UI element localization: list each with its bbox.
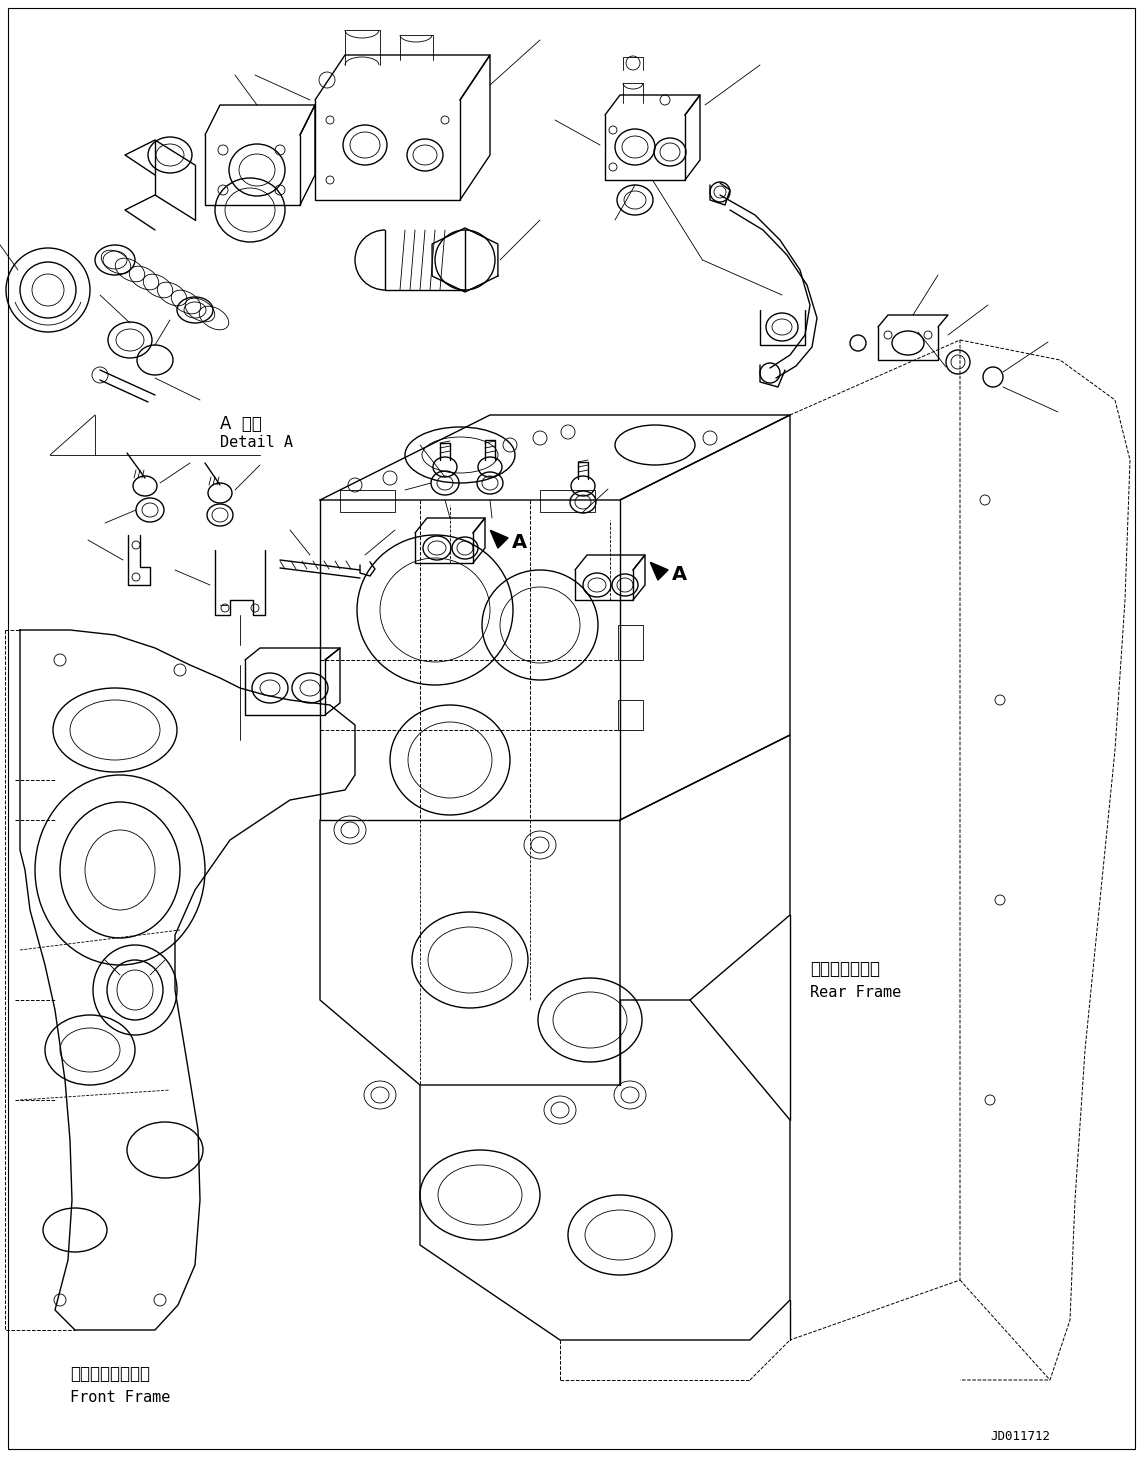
Bar [618, 625, 644, 660]
Text: フロントフレーム: フロントフレーム [70, 1365, 150, 1383]
Polygon shape [650, 562, 669, 580]
Bar [618, 699, 644, 730]
Text: A: A [512, 533, 527, 552]
Bar [539, 490, 596, 511]
Text: リヤーフレーム: リヤーフレーム [810, 960, 880, 978]
Text: A: A [672, 565, 687, 584]
Polygon shape [490, 530, 509, 548]
Text: Rear Frame: Rear Frame [810, 985, 901, 1000]
Text: Detail A: Detail A [219, 436, 293, 450]
Text: A  詳細: A 詳細 [219, 415, 262, 433]
Bar [339, 490, 395, 511]
Text: JD011712: JD011712 [990, 1429, 1050, 1442]
Text: Front Frame: Front Frame [70, 1390, 170, 1405]
